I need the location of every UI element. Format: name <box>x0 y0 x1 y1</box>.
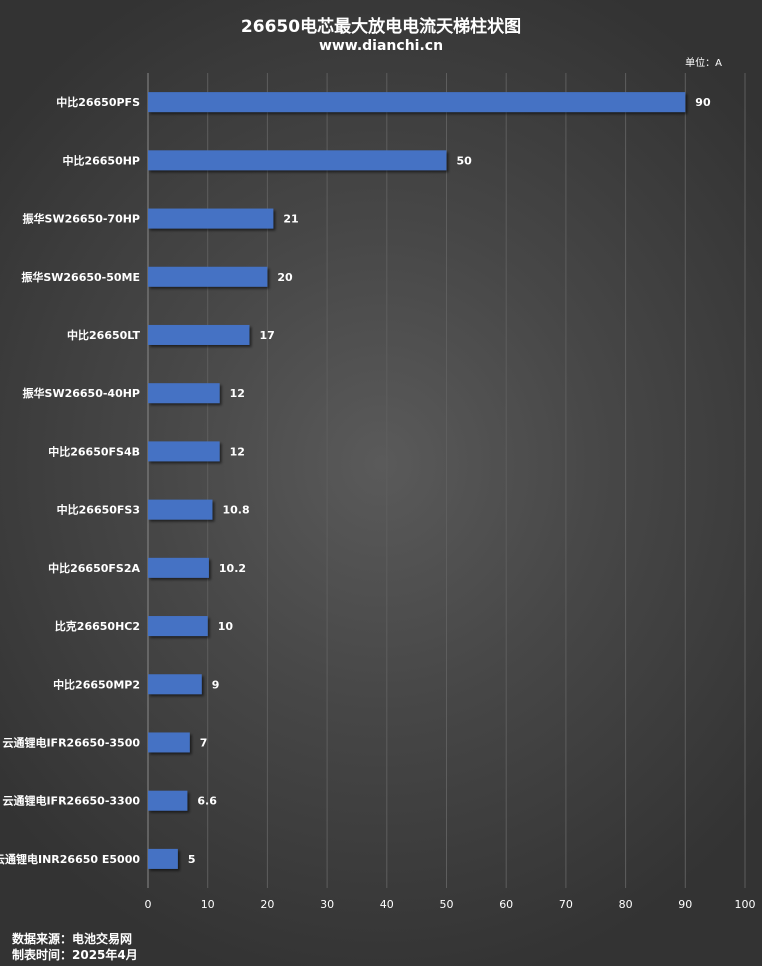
x-tick-label: 20 <box>260 898 274 911</box>
chart-subtitle: www.dianchi.cn <box>318 38 444 54</box>
category-label: 中比26650MP2 <box>53 677 140 691</box>
category-label: 云通锂电INR26650 E5000 <box>0 852 140 866</box>
category-label: 中比26650FS2A <box>48 561 140 575</box>
bar <box>148 848 178 869</box>
data-label: 10 <box>218 620 234 633</box>
bar <box>148 557 209 578</box>
data-label: 90 <box>695 96 711 109</box>
data-label: 21 <box>283 213 298 226</box>
x-tick-label: 80 <box>619 898 633 911</box>
data-source: 数据来源：电池交易网 <box>12 932 133 946</box>
data-label: 10.2 <box>219 562 246 575</box>
bar <box>148 499 213 520</box>
chart-title: 26650电芯最大放电电流天梯柱状图 <box>240 17 522 37</box>
x-tick-label: 40 <box>380 898 394 911</box>
data-label: 6.6 <box>197 795 217 808</box>
category-label: 振华SW26650-50ME <box>21 270 140 284</box>
x-tick-label: 30 <box>320 898 334 911</box>
bar <box>148 92 686 113</box>
data-label: 17 <box>259 329 274 342</box>
data-label: 7 <box>200 736 208 749</box>
category-label: 云通锂电IFR26650-3300 <box>2 794 140 808</box>
unit-label: 单位：A <box>685 58 722 69</box>
bar <box>148 616 208 637</box>
bar <box>148 324 250 345</box>
data-label: 50 <box>457 154 473 167</box>
x-tick-label: 50 <box>440 898 454 911</box>
category-label: 比克26650HC2 <box>55 619 140 633</box>
data-label: 9 <box>212 678 220 691</box>
category-label: 中比26650FS3 <box>57 503 140 517</box>
bar <box>148 790 188 811</box>
bar <box>148 383 220 404</box>
x-tick-label: 90 <box>678 898 692 911</box>
category-label: 中比26650PFS <box>56 95 140 109</box>
data-label: 20 <box>277 271 293 284</box>
bar <box>148 208 274 229</box>
bar <box>148 150 447 171</box>
x-tick-label: 0 <box>145 898 152 911</box>
data-label: 12 <box>230 387 245 400</box>
x-tick-label: 60 <box>499 898 513 911</box>
x-tick-label: 100 <box>735 898 756 911</box>
category-label: 中比26650HP <box>62 153 140 167</box>
bar <box>148 674 202 695</box>
category-label: 中比26650FS4B <box>48 444 140 458</box>
data-label: 12 <box>230 445 245 458</box>
category-label: 振华SW26650-40HP <box>23 386 140 400</box>
x-tick-label: 70 <box>559 898 573 911</box>
bar <box>148 441 220 462</box>
category-label: 云通锂电IFR26650-3500 <box>2 735 140 749</box>
data-label: 5 <box>188 853 196 866</box>
data-label: 10.8 <box>222 504 249 517</box>
category-label: 振华SW26650-70HP <box>23 212 140 226</box>
table-date: 制表时间：2025年4月 <box>12 948 138 962</box>
category-label: 中比26650LT <box>67 328 140 342</box>
bar <box>148 732 190 753</box>
x-tick-label: 10 <box>201 898 215 911</box>
bar <box>148 266 268 287</box>
